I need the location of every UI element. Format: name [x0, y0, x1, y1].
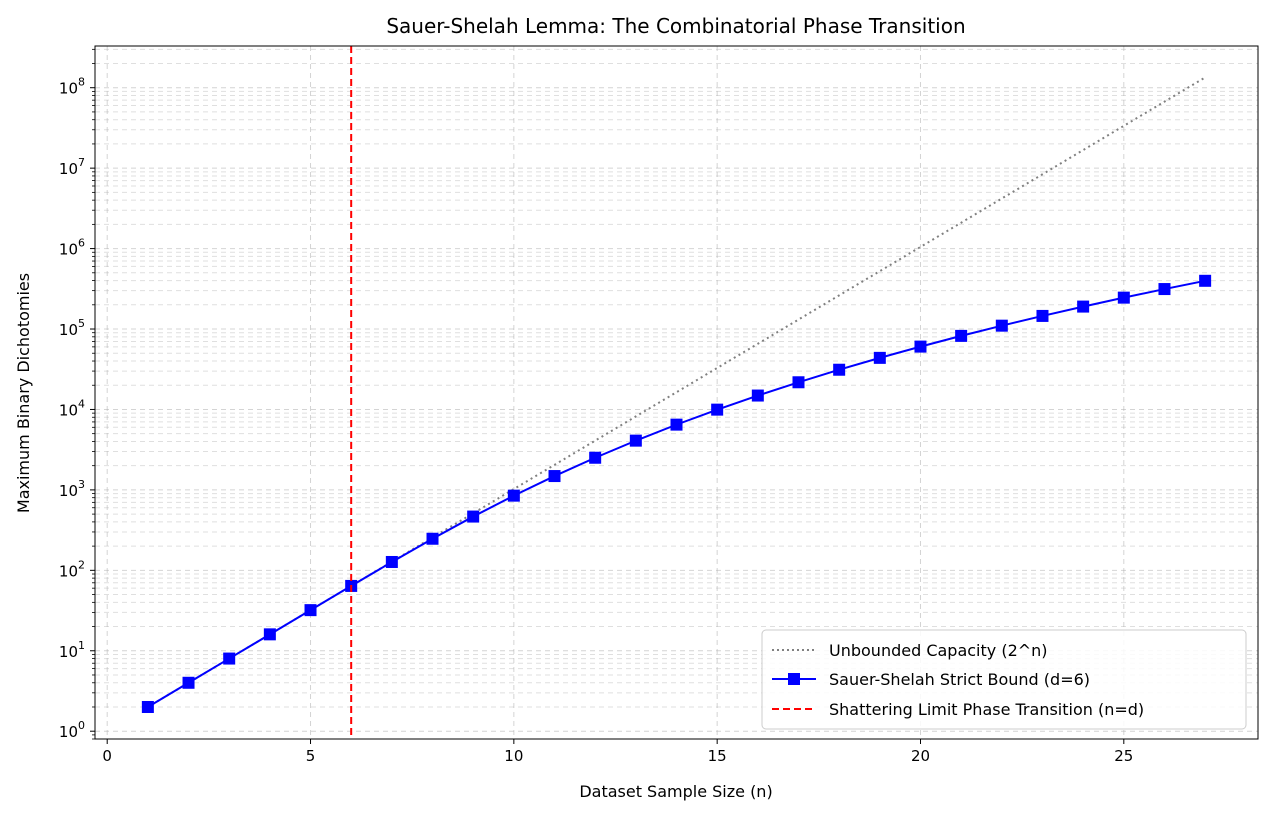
data-point-sauer-shelah [507, 489, 520, 502]
chart-title: Sauer-Shelah Lemma: The Combinatorial Ph… [386, 14, 965, 38]
y-tick-label: 105 [59, 317, 85, 339]
y-tick-label: 100 [59, 719, 85, 741]
data-point-sauer-shelah [304, 604, 317, 617]
y-tick-base: 10 [59, 321, 78, 339]
data-point-sauer-shelah [1158, 283, 1171, 296]
data-point-sauer-shelah [1036, 309, 1049, 322]
y-tick-base: 10 [59, 80, 78, 98]
data-point-sauer-shelah [1117, 291, 1130, 304]
y-tick-label: 108 [59, 76, 85, 98]
y-tick-exponent: 5 [78, 317, 85, 330]
y-tick-exponent: 3 [78, 478, 85, 491]
series-layer [141, 46, 1212, 739]
x-tick-label: 25 [1114, 747, 1133, 765]
y-tick-exponent: 6 [78, 237, 85, 250]
y-tick-base: 10 [59, 482, 78, 500]
data-point-sauer-shelah [589, 451, 602, 464]
y-tick-base: 10 [59, 401, 78, 419]
legend-label-sauer-shelah: Sauer-Shelah Strict Bound (d=6) [829, 670, 1090, 689]
y-tick-label: 101 [59, 639, 85, 661]
legend: Unbounded Capacity (2^n) Sauer-Shelah St… [761, 629, 1247, 730]
x-tick-label: 10 [504, 747, 523, 765]
y-tick-label: 102 [59, 558, 85, 580]
legend-label-unbounded: Unbounded Capacity (2^n) [829, 641, 1048, 660]
data-point-sauer-shelah [426, 532, 439, 545]
x-tick-label: 5 [306, 747, 316, 765]
x-tick-label: 20 [911, 747, 930, 765]
data-point-sauer-shelah [385, 555, 398, 568]
y-tick-label: 107 [59, 156, 85, 178]
y-tick-exponent: 4 [78, 397, 85, 410]
y-tick-base: 10 [59, 723, 78, 741]
data-point-sauer-shelah [833, 363, 846, 376]
x-axis-label: Dataset Sample Size (n) [579, 782, 772, 801]
legend-box [761, 629, 1247, 730]
y-tick-exponent: 7 [78, 156, 85, 169]
data-point-sauer-shelah [914, 340, 927, 353]
x-tick-label: 15 [708, 747, 727, 765]
legend-marker-sauer-shelah [788, 673, 800, 685]
y-tick-base: 10 [59, 160, 78, 178]
y-tick-exponent: 1 [78, 639, 85, 652]
data-point-sauer-shelah [548, 470, 561, 483]
y-tick-base: 10 [59, 241, 78, 259]
data-point-sauer-shelah [182, 676, 195, 689]
data-point-sauer-shelah [1199, 274, 1212, 287]
y-tick-label: 106 [59, 237, 85, 259]
data-point-sauer-shelah [955, 329, 968, 342]
plot-frame [94, 45, 1259, 740]
data-point-sauer-shelah [873, 351, 886, 364]
x-tick-label: 0 [102, 747, 112, 765]
y-tick-base: 10 [59, 643, 78, 661]
y-tick-exponent: 8 [78, 76, 85, 89]
data-point-sauer-shelah [467, 510, 480, 523]
data-point-sauer-shelah [751, 389, 764, 402]
legend-label-shattering-limit: Shattering Limit Phase Transition (n=d) [829, 700, 1144, 719]
data-point-sauer-shelah [792, 376, 805, 389]
grid-layer [95, 46, 1258, 739]
data-point-sauer-shelah [263, 628, 276, 641]
data-point-sauer-shelah [1077, 300, 1090, 313]
data-point-sauer-shelah [995, 319, 1008, 332]
y-tick-label: 104 [59, 397, 85, 419]
data-point-sauer-shelah [711, 403, 724, 416]
data-point-sauer-shelah [223, 652, 236, 665]
data-point-sauer-shelah [629, 434, 642, 447]
data-point-sauer-shelah [670, 418, 683, 431]
y-tick-label: 103 [59, 478, 85, 500]
y-tick-base: 10 [59, 562, 78, 580]
data-point-sauer-shelah [141, 700, 154, 713]
y-tick-exponent: 0 [78, 719, 85, 732]
y-tick-exponent: 2 [78, 558, 85, 571]
y-axis-label: Maximum Binary Dichotomies [14, 273, 33, 513]
